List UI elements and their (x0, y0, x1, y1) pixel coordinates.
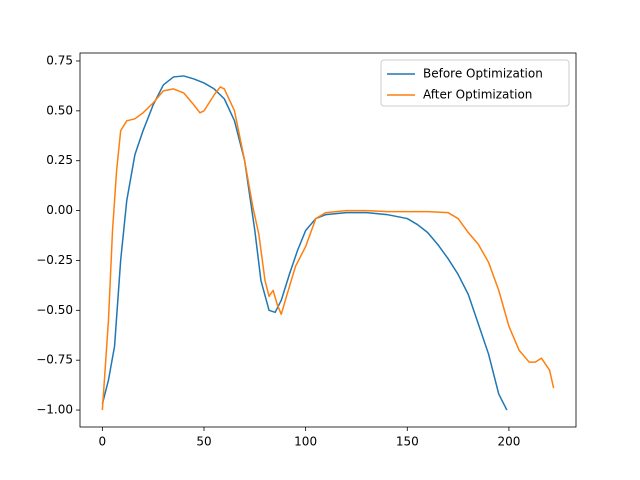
y-tick-label: −1.00 (36, 403, 73, 417)
legend-box (380, 59, 570, 107)
legend-label: After Optimization (423, 88, 532, 102)
x-tick-label: 50 (196, 435, 211, 449)
y-tick-label: 0.50 (46, 103, 73, 117)
y-tick-label: −0.25 (36, 253, 73, 267)
axes-frame (79, 52, 577, 428)
y-tick-label: 0.75 (46, 53, 73, 67)
x-tick-label: 150 (396, 435, 419, 449)
y-tick-label: −0.75 (36, 353, 73, 367)
x-tick-label: 100 (294, 435, 317, 449)
x-tick-label: 200 (497, 435, 520, 449)
y-tick-label: 0.00 (46, 203, 73, 217)
x-tick-label: 0 (99, 435, 107, 449)
y-tick-label: 0.25 (46, 153, 73, 167)
legend-label: Before Optimization (423, 67, 543, 81)
y-tick-label: −0.50 (36, 303, 73, 317)
data-line (101, 75, 508, 411)
data-line (101, 86, 555, 411)
